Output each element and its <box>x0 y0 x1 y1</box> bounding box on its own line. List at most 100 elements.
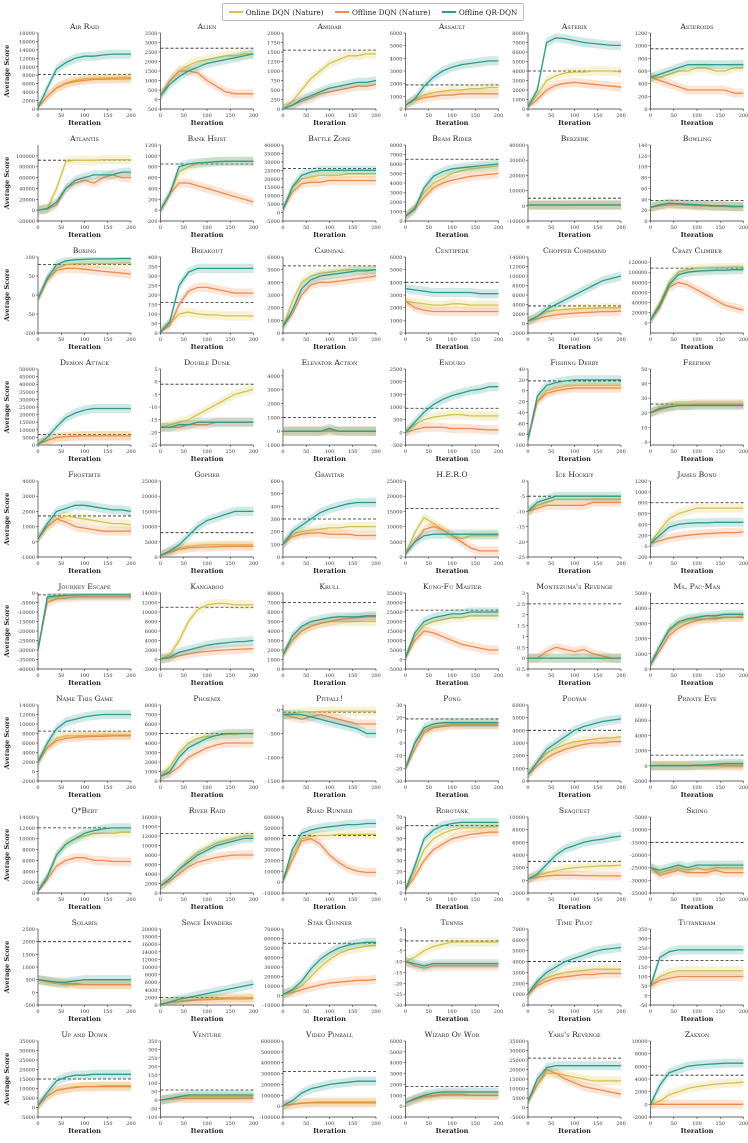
x-tick-label: 0 <box>404 337 407 343</box>
panel-beam-rider: Beam Rider010002000300040005000600070008… <box>390 134 504 239</box>
panel-title: Asteroids <box>679 22 714 31</box>
series-line-offline-qr-dqn <box>650 202 744 209</box>
y-tick-label: 10000 <box>19 65 35 71</box>
y-tick-label: 50 <box>29 274 35 280</box>
y-tick-label: -10 <box>394 960 402 966</box>
y-tick-label: 15000 <box>387 509 403 515</box>
x-tick-label: 50 <box>548 561 554 567</box>
x-tick-label: 200 <box>126 1009 136 1015</box>
series-band-online-dqn-nature <box>38 431 131 445</box>
legend-label-online-dqn: Online DQN (Nature) <box>245 7 324 17</box>
y-tick-label: 30000 <box>264 160 280 166</box>
x-tick-label: 50 <box>181 449 187 455</box>
y-tick-label: 0 <box>277 1104 280 1110</box>
y-tick-label: 600000 <box>261 1039 280 1045</box>
series-band-online-dqn-nature <box>38 975 131 990</box>
y-tick-label: 12000 <box>509 265 525 271</box>
series-line-offline-dqn-nature <box>405 172 499 217</box>
series-line-offline-qr-dqn <box>37 53 131 108</box>
y-tick-label: -5 <box>153 392 158 398</box>
x-tick-label: 50 <box>303 113 309 119</box>
x-tick-label: 0 <box>404 449 407 455</box>
panel-title: Q*Bert <box>71 806 98 815</box>
y-tick-label: 0 <box>277 667 280 673</box>
series-line-offline-qr-dqn <box>37 171 131 211</box>
x-tick-label: 0 <box>36 225 39 231</box>
panel-title: Enduro <box>439 358 465 367</box>
x-tick-label: 100 <box>202 225 212 231</box>
y-tick-label: 35000 <box>19 390 35 396</box>
series-band-offline-qr-dqn <box>38 167 131 215</box>
x-tick-label: 0 <box>281 561 284 567</box>
y-tick-label: 8000 <box>145 853 158 859</box>
x-tick-label: 100 <box>570 561 580 567</box>
series-band-online-dqn-nature <box>528 494 621 516</box>
series-band-offline-qr-dqn <box>38 257 131 304</box>
panel-assault: Assault 0 1000 2000 3000 4000 5000 6000 0 50 100 15… <box>390 22 504 127</box>
panel-title: Centipede <box>435 246 469 255</box>
y-tick-label: 1000 <box>267 318 280 324</box>
y-tick-label: 2000 <box>22 880 35 886</box>
y-tick-label: 2000 <box>635 1090 648 1096</box>
series-line-online-dqn-nature <box>405 86 499 106</box>
x-tick-label: 100 <box>692 561 702 567</box>
panel-pooyan: Pooyan 0 1000 2000 3000 4000 5000 6000 0 50 100 150… <box>512 694 626 799</box>
x-tick-label: 200 <box>494 785 504 791</box>
panel-title: James Bond <box>676 470 716 479</box>
y-tick-label: 6000 <box>635 718 648 724</box>
y-tick-label: 8000 <box>22 848 35 854</box>
panel-title: Tennis <box>441 918 464 927</box>
y-tick-label: 2000 <box>267 648 280 654</box>
y-tick-label: -40000 <box>17 667 35 673</box>
panel-title: Ms. Pac-Man <box>674 582 722 591</box>
y-axis-label: Average Score <box>3 1053 11 1107</box>
x-tick-label: 50 <box>671 449 677 455</box>
y-tick-label: -25 <box>394 992 402 998</box>
y-tick-label: 6000 <box>22 82 35 88</box>
x-tick-label: 100 <box>80 113 90 119</box>
y-tick-label: -25 <box>149 443 157 449</box>
x-tick-label: 0 <box>649 449 652 455</box>
series-line-offline-qr-dqn <box>160 1094 254 1101</box>
panel-centipede: Centipede 0 1000 2000 3000 4000 5000 6000 0 50 100… <box>390 246 504 351</box>
y-tick-label: 2000 <box>145 648 158 654</box>
x-tick-label: 0 <box>649 113 652 119</box>
y-tick-label: 0 <box>154 779 157 785</box>
y-tick-label: 40000 <box>632 301 648 307</box>
x-tick-label: 100 <box>202 897 212 903</box>
y-tick-label: 5000 <box>22 435 35 441</box>
x-axis-label: Iteration <box>68 343 101 351</box>
y-tick-label: 40 <box>641 197 647 203</box>
y-tick-label: 0 <box>277 994 280 1000</box>
series-line-offline-dqn-nature <box>37 596 131 651</box>
y-tick-label: 2000 <box>267 402 280 408</box>
y-tick-label: 8000 <box>267 591 280 597</box>
x-tick-label: 0 <box>281 1121 284 1127</box>
panel-title: Beam Rider <box>432 134 472 143</box>
x-tick-label: 0 <box>404 1009 407 1015</box>
y-tick-label: 100 <box>148 312 158 318</box>
x-tick-label: 150 <box>225 1121 235 1127</box>
series-line-online-dqn-nature <box>404 615 499 658</box>
series-band-offline-dqn-nature <box>38 431 131 445</box>
x-axis-label: Iteration <box>191 903 224 911</box>
x-tick-label: 150 <box>103 561 113 567</box>
y-tick-label: 0 <box>522 878 525 884</box>
panel-pong: Pong -30 -20 -10 0 10 20 30 0 50 100 150 200 Iteratio… <box>394 694 503 799</box>
series-line-offline-dqn-nature <box>160 742 254 777</box>
series-band-offline-dqn-nature <box>528 1064 621 1107</box>
panel-star-gunner: Star Gunner-1000001000020000300004000050… <box>262 918 380 1023</box>
y-tick-label: 1000 <box>22 965 35 971</box>
y-tick-label: 10000 <box>509 815 525 821</box>
y-tick-label: -10000 <box>630 828 648 834</box>
y-tick-label: 30000 <box>19 1049 35 1055</box>
x-tick-label: 50 <box>426 449 432 455</box>
x-tick-label: 0 <box>36 897 39 903</box>
y-tick-label: 800 <box>638 56 648 62</box>
y-tick-label: 0 <box>277 107 280 113</box>
series-band-offline-dqn-nature <box>38 593 131 655</box>
x-tick-label: 100 <box>80 673 90 679</box>
y-tick-label: 3000 <box>512 970 525 976</box>
